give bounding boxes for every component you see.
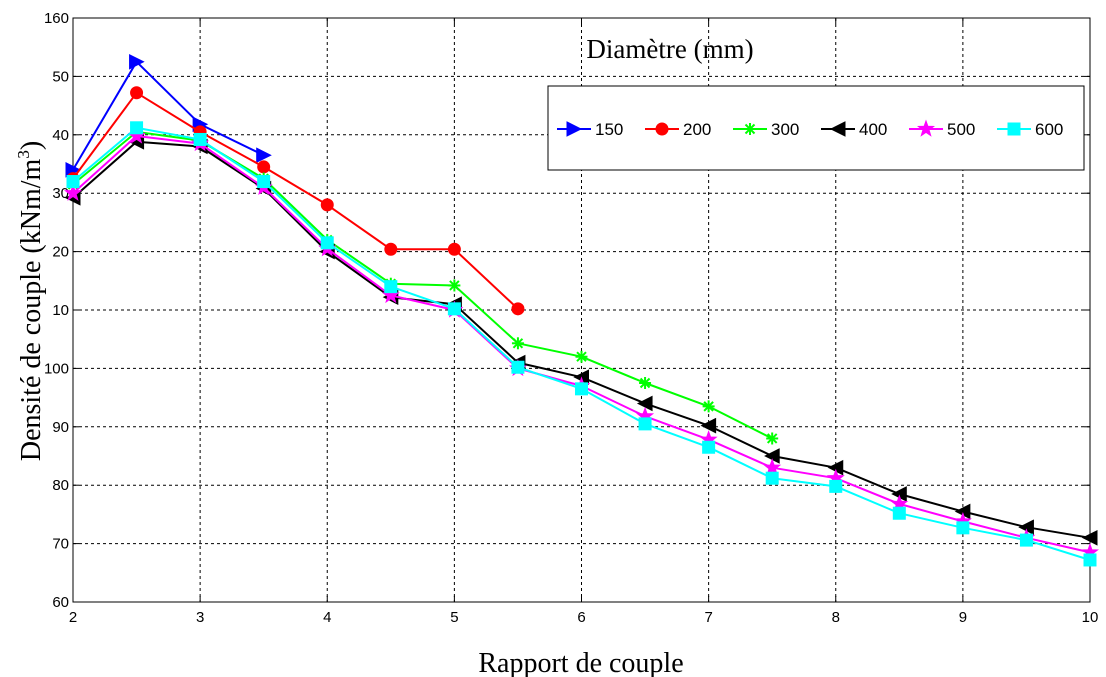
data-point-600: [575, 382, 588, 396]
data-point-200: [257, 160, 271, 174]
x-tick-label: 3: [196, 609, 204, 626]
data-point-600: [447, 302, 461, 316]
x-tick-label: 8: [832, 609, 840, 626]
series-200: [66, 86, 525, 316]
data-point-600: [892, 506, 906, 520]
series-400: [64, 133, 1098, 546]
data-point-400: [1081, 529, 1098, 546]
x-tick-label: 2: [69, 609, 77, 626]
data-point-150: [129, 53, 145, 70]
x-tick-label: 9: [959, 609, 967, 626]
data-point-600: [956, 521, 970, 535]
data-point-600: [384, 280, 398, 294]
data-point-600: [638, 417, 652, 431]
y-axis-title: Densité de couple (kNm/m3): [14, 141, 47, 461]
y-tick-label: 80: [52, 477, 69, 494]
legend-marker-150: [566, 121, 583, 137]
x-tick-label: 4: [323, 609, 331, 626]
data-point-600: [511, 360, 525, 374]
series-line-400: [72, 140, 1091, 539]
data-point-600: [1083, 553, 1097, 567]
legend-label: 400: [859, 120, 887, 139]
x-axis-title: Rapport de couple: [478, 648, 683, 677]
data-point-400: [700, 417, 717, 434]
y-tick-label: 10: [52, 302, 69, 319]
x-tick-label: 7: [704, 609, 712, 626]
legend: 150 200 300 400 500 600: [547, 85, 1085, 171]
data-point-200: [384, 242, 398, 256]
axis-ticks: 2 3 4 5 6 7 8 9 10 60 70 80 90 100 10 20 30 40 50 160: [44, 10, 1098, 626]
y-tick-label: 40: [52, 127, 69, 144]
data-point-600: [1019, 533, 1033, 547]
legend-marker-600: [1007, 122, 1021, 136]
y-tick-label: 70: [52, 536, 69, 553]
data-point-500: [763, 458, 782, 476]
data-point-600: [66, 175, 80, 189]
data-point-500: [64, 183, 82, 201]
legend-item-150: 150: [557, 120, 623, 139]
data-point-300: [639, 377, 652, 389]
data-point-400: [636, 395, 653, 412]
data-point-600: [130, 121, 144, 135]
legend-label: 300: [771, 120, 799, 139]
x-tick-label: 10: [1082, 609, 1099, 626]
legend-item-600: 600: [997, 120, 1063, 139]
legend-marker-300: [744, 123, 756, 135]
data-point-600: [257, 175, 271, 189]
data-point-200: [511, 302, 525, 316]
data-point-200: [447, 242, 461, 256]
data-point-200: [320, 198, 334, 212]
legend-label: 600: [1035, 120, 1063, 139]
series-300: [67, 125, 779, 445]
x-tick-label: 6: [577, 609, 585, 626]
data-point-600: [702, 440, 716, 454]
legend-item-400: 400: [821, 120, 887, 139]
y-tick-label: 50: [52, 68, 69, 85]
series-line-150: [72, 60, 265, 171]
data-point-200: [130, 86, 144, 100]
series-line-300: [72, 130, 773, 440]
legend-marker-200: [655, 122, 669, 136]
legend-item-500: 500: [909, 119, 975, 139]
legend-box: [547, 85, 1085, 171]
legend-item-200: 200: [645, 120, 711, 139]
y-tick-label: 100: [44, 360, 69, 377]
y-tick-label: 90: [52, 419, 69, 436]
legend-label: 500: [947, 120, 975, 139]
data-point-300: [448, 279, 461, 292]
data-point-300: [702, 400, 715, 413]
legend-marker-500: [917, 119, 935, 137]
x-tick-label: 5: [450, 609, 458, 626]
data-point-600: [765, 471, 779, 485]
legend-marker-400: [829, 121, 846, 137]
data-point-150: [256, 147, 272, 164]
data-point-600: [320, 236, 334, 250]
y-tick-label: 60: [52, 594, 69, 611]
series-600: [66, 121, 1097, 567]
data-point-300: [575, 350, 588, 363]
series-layer: [64, 53, 1099, 567]
y-tick-label: 160: [44, 10, 69, 27]
series-line-200: [72, 91, 519, 310]
data-point-300: [766, 432, 779, 445]
legend-label: 200: [683, 120, 711, 139]
y-tick-label: 30: [52, 185, 69, 202]
data-point-300: [511, 337, 524, 350]
series-150: [65, 53, 272, 178]
legend-label: 150: [595, 120, 623, 139]
data-point-600: [829, 479, 843, 493]
y-tick-label: 20: [52, 244, 69, 261]
legend-title: Diamètre (mm): [586, 34, 753, 64]
legend-item-300: 300: [733, 120, 799, 139]
data-point-600: [193, 132, 207, 146]
